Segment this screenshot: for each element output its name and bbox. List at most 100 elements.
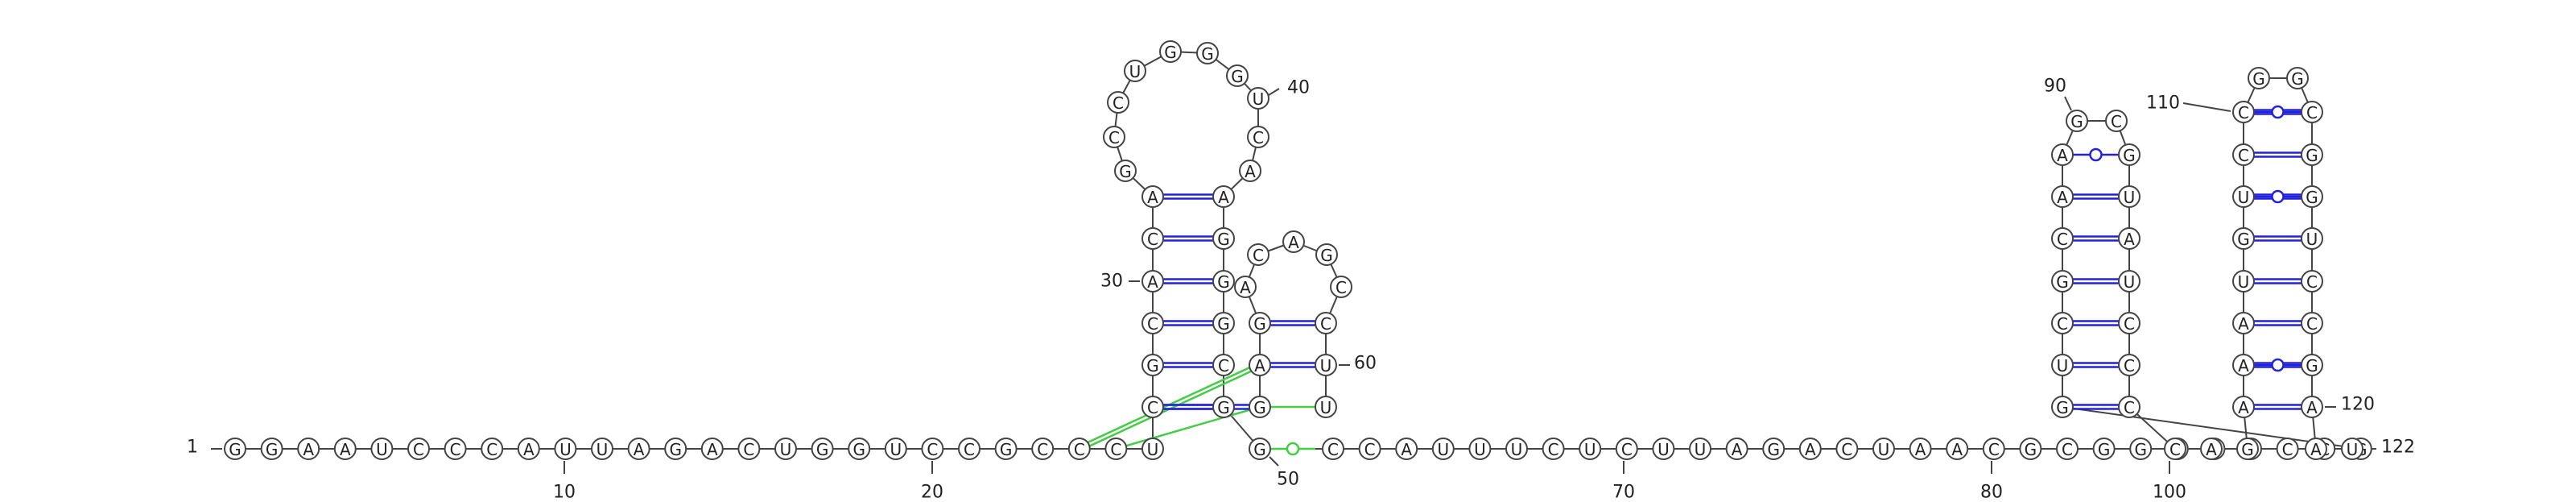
nucleotide-98: C <box>2118 396 2140 418</box>
nucleotide-letter: U <box>2057 356 2069 375</box>
nucleotide-9: A <box>517 438 540 460</box>
nucleotide-37: G <box>1159 40 1182 63</box>
nucleotide-circle <box>2232 396 2255 418</box>
nucleotide-letter: G <box>2252 69 2265 89</box>
nucleotide-letter: A <box>523 440 535 459</box>
nucleotide-circle <box>2056 438 2079 460</box>
nucleotide-letter: A <box>1218 188 1229 207</box>
nucleotide-circle <box>2118 185 2140 208</box>
numbering-tick <box>2064 96 2072 111</box>
nucleotide-71: A <box>1946 438 1969 460</box>
nucleotide-letter: U <box>2347 440 2359 459</box>
nucleotide-letter: A <box>2206 440 2217 459</box>
nucleotide-20: C <box>921 438 944 460</box>
gu-wobble-marker <box>2271 105 2285 119</box>
nucleotide-letter: G <box>2098 440 2111 459</box>
nucleotide-circle <box>2051 312 2074 334</box>
nucleotide-letter: C <box>2306 314 2318 334</box>
nucleotide-letter: G <box>2134 440 2147 459</box>
position-label-90: 90 <box>2044 77 2066 97</box>
nucleotide-letter: G <box>1217 272 1230 292</box>
nucleotide-circle <box>1212 227 1235 250</box>
gu-wobble-marker <box>2271 189 2285 204</box>
nucleotide-57: U <box>1431 438 1455 460</box>
nucleotide-letter: C <box>1074 440 1085 459</box>
nucleotide-114: G <box>2301 185 2323 208</box>
nucleotide-circle <box>2118 143 2140 166</box>
nucleotide-96: C <box>2118 312 2140 334</box>
nucleotide-letter: G <box>1164 43 1177 62</box>
nucleotide-circle <box>1212 185 1235 208</box>
nucleotide-101: G <box>2236 438 2259 460</box>
nucleotide-circle <box>2301 396 2323 418</box>
nucleotide-109: C <box>2232 101 2255 123</box>
nucleotide-letter: U <box>1657 440 1670 459</box>
hairpin2-nucleotide: C <box>1330 276 1352 298</box>
nucleotide-letter: G <box>1217 314 1230 334</box>
nucleotide-letter: A <box>2310 440 2322 459</box>
nucleotide-circle <box>1141 185 1164 208</box>
nucleotide-circle <box>517 438 540 460</box>
nucleotide-52: G <box>1212 396 1235 418</box>
nucleotide-circle <box>1431 438 1455 460</box>
nucleotide-letter: C <box>2169 440 2181 459</box>
nucleotide-circle <box>407 438 430 460</box>
nucleotide-circle <box>2232 270 2255 292</box>
nucleotide-122: U <box>2341 438 2363 460</box>
nucleotide-circle <box>921 438 944 460</box>
nucleotide-18: G <box>848 438 871 460</box>
nucleotide-circle <box>1725 438 1748 460</box>
nucleotide-99: C <box>2164 438 2186 460</box>
nucleotide-circle <box>2051 185 2074 208</box>
nucleotide-112: C <box>2301 101 2323 123</box>
nucleotide-circle <box>2301 143 2323 166</box>
nucleotide-circle <box>1247 87 1269 110</box>
nucleotide-circle <box>1141 227 1164 250</box>
nucleotide-circle <box>2301 354 2323 376</box>
nucleotide-letter: G <box>2291 69 2304 89</box>
nucleotide-circle <box>2200 438 2223 460</box>
nucleotide-letter: C <box>1147 398 1158 417</box>
nucleotide-letter: G <box>1253 398 1266 417</box>
nucleotide-3: A <box>297 438 320 460</box>
nucleotide-25: C <box>1104 438 1128 460</box>
nucleotide-letter: G <box>816 440 829 459</box>
nucleotide-circle <box>848 438 871 460</box>
nucleotide-93: U <box>2118 185 2140 208</box>
nucleotide-117: C <box>2301 312 2323 334</box>
nucleotide-letter: G <box>1217 230 1230 249</box>
nucleotide-letter: C <box>1110 440 1121 459</box>
nucleotide-letter: C <box>1253 246 1264 265</box>
nucleotide-circle <box>333 438 357 460</box>
nucleotide-circle <box>1104 438 1128 460</box>
nucleotide-letter: U <box>2238 272 2250 292</box>
nucleotide-letter: C <box>1253 128 1264 147</box>
nucleotide-36: U <box>1124 60 1146 82</box>
nucleotide-letter: G <box>1000 440 1013 459</box>
nucleotide-circle <box>1468 438 1492 460</box>
nucleotide-letter: C <box>413 440 424 459</box>
nucleotide-circle <box>2019 438 2042 460</box>
nucleotide-circle <box>2118 354 2140 376</box>
nucleotide-85: C <box>2051 312 2074 334</box>
nucleotide-circle <box>1141 270 1164 292</box>
nucleotide-circle <box>1395 438 1418 460</box>
noncanonical-long-pair <box>1115 405 1261 450</box>
numbering-tick <box>2182 102 2231 112</box>
position-label-30: 30 <box>1100 272 1123 292</box>
nucleotide-circle <box>1798 438 1822 460</box>
nucleotide-letter: C <box>2238 146 2249 165</box>
nucleotide-letter: U <box>559 440 572 459</box>
nucleotide-circle <box>1579 438 1602 460</box>
nucleotide-circle <box>1212 270 1235 292</box>
nucleotide-63: U <box>1652 438 1675 460</box>
nucleotide-circle <box>1249 438 1271 460</box>
nucleotide-letter: C <box>2124 356 2135 375</box>
nucleotide-letter: C <box>1841 440 1852 459</box>
nucleotide-89: A <box>2051 143 2074 166</box>
nucleotide-letter: C <box>450 440 461 459</box>
nucleotide-letter: C <box>2057 230 2068 249</box>
nucleotide-49: G <box>1212 270 1235 292</box>
nucleotide-letter: A <box>2124 230 2135 249</box>
